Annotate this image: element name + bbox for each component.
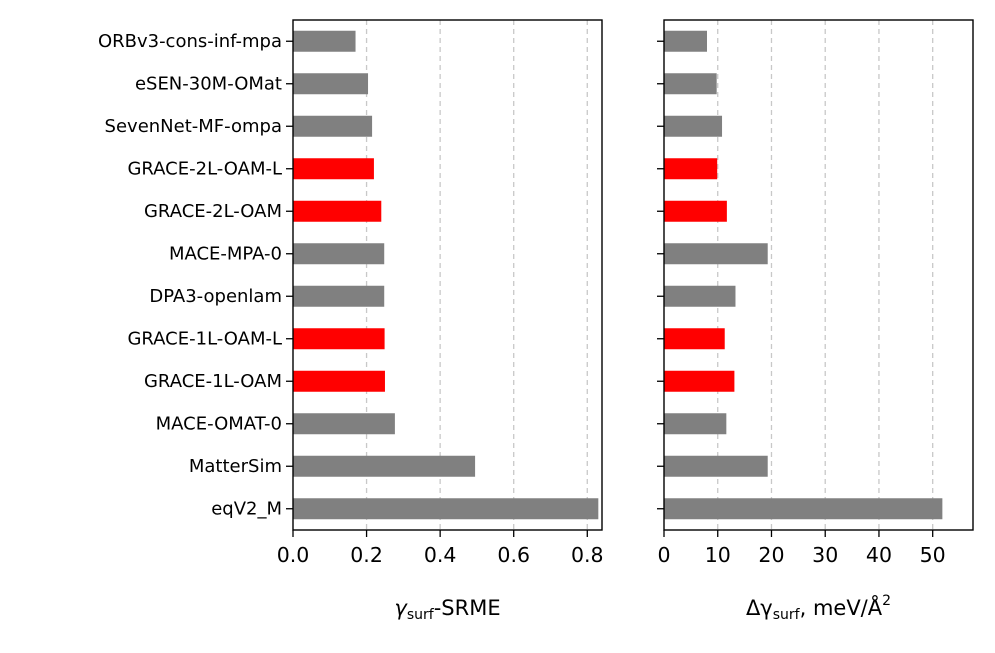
bar-grace-2l-oam-l — [293, 158, 374, 180]
bar-sevennet-mf-ompa — [664, 115, 723, 137]
axes-frame — [292, 19, 603, 531]
x-tick-label: 10 — [705, 543, 731, 567]
x-tick-label: 0.8 — [571, 543, 604, 567]
bar-mace-omat-0 — [664, 413, 727, 435]
bar-sevennet-mf-ompa — [293, 115, 373, 137]
bar-dpa3-openlam — [293, 285, 385, 307]
y-tick-label: GRACE-2L-OAM-L — [127, 158, 282, 179]
x-axis-label-symbol: Δγ — [746, 596, 773, 620]
y-tick-label: MACE-OMAT-0 — [156, 413, 282, 434]
y-tick-label: GRACE-1L-OAM — [144, 371, 282, 392]
bar-esen-30m-omat — [293, 73, 369, 95]
bar-dpa3-openlam — [664, 285, 736, 307]
x-tick-label: 20 — [758, 543, 784, 567]
x-axis-label-superscript: 2 — [882, 593, 891, 609]
bar-mace-mpa-0 — [293, 243, 385, 265]
y-tick-label: DPA3-openlam — [149, 286, 282, 307]
bar-eqv2_m — [293, 498, 599, 520]
x-tick-label: 40 — [866, 543, 892, 567]
x-tick-label: 0.0 — [277, 543, 310, 567]
bar-grace-2l-oam — [664, 200, 727, 222]
bar-mattersim — [293, 455, 476, 477]
x-tick-label: 0.2 — [350, 543, 383, 567]
y-tick-label: MACE-MPA-0 — [169, 243, 282, 264]
bar-esen-30m-omat — [664, 73, 717, 95]
y-tick-label: GRACE-1L-OAM-L — [127, 328, 282, 349]
x-tick-label: 0 — [657, 543, 670, 567]
x-axis-label: Δγsurf, meV/Å2 — [746, 593, 891, 623]
bar-grace-1l-oam — [664, 370, 735, 392]
x-axis-label-symbol: γ — [394, 596, 408, 620]
bar-mace-omat-0 — [293, 413, 395, 435]
x-tick-label: 0.6 — [497, 543, 530, 567]
axes-frame — [663, 19, 974, 531]
bar-eqv2_m — [664, 498, 943, 520]
chart-left-srme: ORBv3-cons-inf-mpa eSEN-30M-OMat SevenNet-… — [98, 19, 604, 623]
bar-grace-1l-oam-l — [293, 328, 385, 350]
bar-grace-1l-oam — [293, 370, 385, 392]
y-tick-label: SevenNet-MF-ompa — [105, 116, 282, 137]
y-tick-label: eSEN-30M-OMat — [135, 73, 282, 94]
y-tick-label: eqV2_M — [211, 498, 282, 519]
x-axis-label: γsurf-SRME — [394, 596, 500, 623]
bar-grace-2l-oam — [293, 200, 382, 222]
x-axis-label-text: -SRME — [434, 596, 501, 620]
y-tick-label: MatterSim — [189, 456, 282, 477]
chart-right-delta-gamma: 0 10 20 30 40 50 Δγsurf, meV/Å2 — [657, 19, 974, 623]
bar-grace-2l-oam-l — [664, 158, 718, 180]
bar-grace-1l-oam-l — [664, 328, 725, 350]
x-tick-label: 50 — [920, 543, 946, 567]
x-axis-label-subscript: surf — [407, 607, 435, 623]
x-tick-label: 30 — [812, 543, 838, 567]
bar-mace-mpa-0 — [664, 243, 768, 265]
x-axis-label-text: , meV/Å — [800, 594, 883, 620]
y-tick-label: ORBv3-cons-inf-mpa — [98, 31, 282, 52]
bar-orbv3-cons-inf-mpa — [293, 30, 356, 52]
bar-orbv3-cons-inf-mpa — [664, 30, 707, 52]
x-axis-label-subscript: surf — [773, 607, 801, 623]
x-tick-label: 0.4 — [424, 543, 457, 567]
bar-mattersim — [664, 455, 768, 477]
y-tick-label: GRACE-2L-OAM — [144, 201, 282, 222]
